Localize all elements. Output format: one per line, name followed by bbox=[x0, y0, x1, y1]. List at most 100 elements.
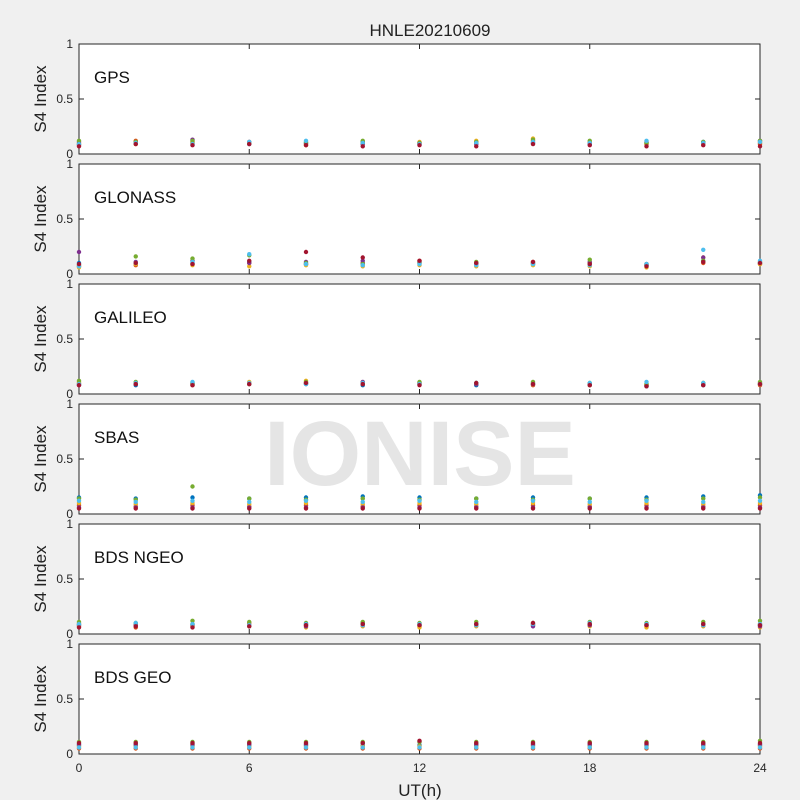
data-point bbox=[644, 379, 649, 385]
y-tick-label: 0 bbox=[66, 507, 73, 521]
data-point bbox=[247, 252, 252, 257]
data-point bbox=[133, 254, 138, 259]
data-point bbox=[133, 381, 138, 387]
data-point bbox=[701, 740, 706, 746]
data-point bbox=[303, 623, 309, 628]
data-point bbox=[701, 143, 706, 148]
data-point bbox=[587, 745, 592, 750]
panels-group: 0 0.5 1 S4 Index GPS 0 0.5 1 S4 Index GLONASS 0 0.5… bbox=[31, 37, 763, 761]
data-point bbox=[587, 257, 592, 262]
data-point bbox=[530, 506, 536, 511]
data-point bbox=[360, 745, 365, 750]
y-tick-label: 1 bbox=[66, 637, 73, 651]
data-point bbox=[190, 261, 195, 267]
data-point bbox=[76, 261, 82, 267]
data-point bbox=[417, 383, 422, 388]
y-tick-label: 1 bbox=[66, 397, 73, 411]
y-axis-label: S4 Index bbox=[31, 305, 50, 373]
data-point bbox=[360, 740, 365, 746]
y-tick-label: 0.5 bbox=[56, 692, 73, 706]
panel-name: GPS bbox=[94, 68, 130, 87]
y-axis-label: S4 Index bbox=[31, 185, 50, 253]
data-point bbox=[701, 247, 706, 252]
x-axis: 0 6 12 18 24 bbox=[76, 761, 767, 775]
data-point bbox=[190, 495, 195, 500]
data-point bbox=[757, 495, 763, 500]
data-point bbox=[360, 381, 365, 387]
x-tick-label: 6 bbox=[246, 761, 253, 775]
data-point bbox=[303, 740, 309, 746]
data-point bbox=[644, 144, 649, 149]
panel-0: 0 0.5 1 S4 Index GPS bbox=[31, 37, 763, 161]
y-tick-label: 1 bbox=[66, 37, 73, 51]
data-point bbox=[360, 263, 365, 268]
data-point bbox=[247, 264, 252, 269]
data-point bbox=[133, 499, 138, 505]
data-point bbox=[133, 260, 138, 266]
panel-name: GLONASS bbox=[94, 188, 176, 207]
data-point bbox=[360, 506, 365, 511]
series-5 bbox=[76, 498, 763, 505]
data-point bbox=[360, 258, 365, 263]
data-point bbox=[303, 380, 309, 386]
y-axis-label: S4 Index bbox=[31, 545, 50, 613]
data-point bbox=[587, 143, 592, 148]
data-point bbox=[76, 745, 82, 750]
data-point bbox=[530, 141, 536, 147]
data-point bbox=[417, 623, 422, 628]
y-tick-label: 0.5 bbox=[56, 92, 73, 106]
data-point bbox=[701, 259, 706, 265]
x-tick-label: 18 bbox=[583, 761, 597, 775]
series-6 bbox=[76, 249, 763, 269]
data-point bbox=[360, 621, 365, 627]
panel-axes-box bbox=[78, 163, 761, 275]
panel-axes-box bbox=[78, 643, 761, 755]
data-point bbox=[644, 384, 649, 389]
data-point bbox=[474, 140, 479, 146]
watermark: IONISE bbox=[264, 403, 576, 505]
data-point bbox=[644, 623, 649, 628]
data-point bbox=[76, 498, 82, 503]
data-point bbox=[587, 499, 592, 505]
panel-name: BDS NGEO bbox=[94, 548, 184, 567]
data-point bbox=[701, 745, 706, 750]
series-5 bbox=[76, 745, 763, 750]
data-point bbox=[190, 379, 195, 385]
data-point bbox=[360, 496, 365, 501]
data-point bbox=[530, 745, 536, 750]
data-point bbox=[303, 143, 309, 148]
data-point bbox=[701, 506, 706, 511]
data-point bbox=[247, 624, 252, 629]
data-point bbox=[474, 496, 479, 501]
data-point bbox=[190, 506, 195, 511]
data-point bbox=[303, 261, 309, 267]
data-point bbox=[76, 625, 82, 630]
data-point bbox=[76, 138, 82, 143]
data-point bbox=[701, 255, 706, 260]
data-point bbox=[76, 383, 82, 388]
data-point bbox=[190, 484, 195, 489]
panel-4: 0 0.5 1 S4 Index BDS NGEO bbox=[31, 517, 763, 641]
data-point bbox=[644, 498, 649, 503]
data-point bbox=[587, 496, 592, 501]
data-point bbox=[644, 740, 649, 746]
data-point bbox=[190, 256, 195, 261]
y-tick-label: 0 bbox=[66, 147, 73, 161]
data-point bbox=[757, 139, 763, 145]
y-axis-label: S4 Index bbox=[31, 425, 50, 493]
data-point bbox=[76, 621, 82, 627]
data-point bbox=[417, 261, 422, 267]
y-tick-label: 1 bbox=[66, 517, 73, 531]
data-point bbox=[133, 141, 138, 147]
data-point bbox=[757, 745, 763, 750]
data-point bbox=[190, 745, 195, 750]
data-point bbox=[757, 498, 763, 503]
y-tick-label: 0.5 bbox=[56, 452, 73, 466]
data-point bbox=[303, 506, 309, 511]
data-point bbox=[190, 498, 195, 503]
data-point bbox=[530, 740, 536, 746]
data-point bbox=[530, 381, 536, 387]
data-point bbox=[360, 144, 365, 149]
data-point bbox=[757, 381, 763, 387]
